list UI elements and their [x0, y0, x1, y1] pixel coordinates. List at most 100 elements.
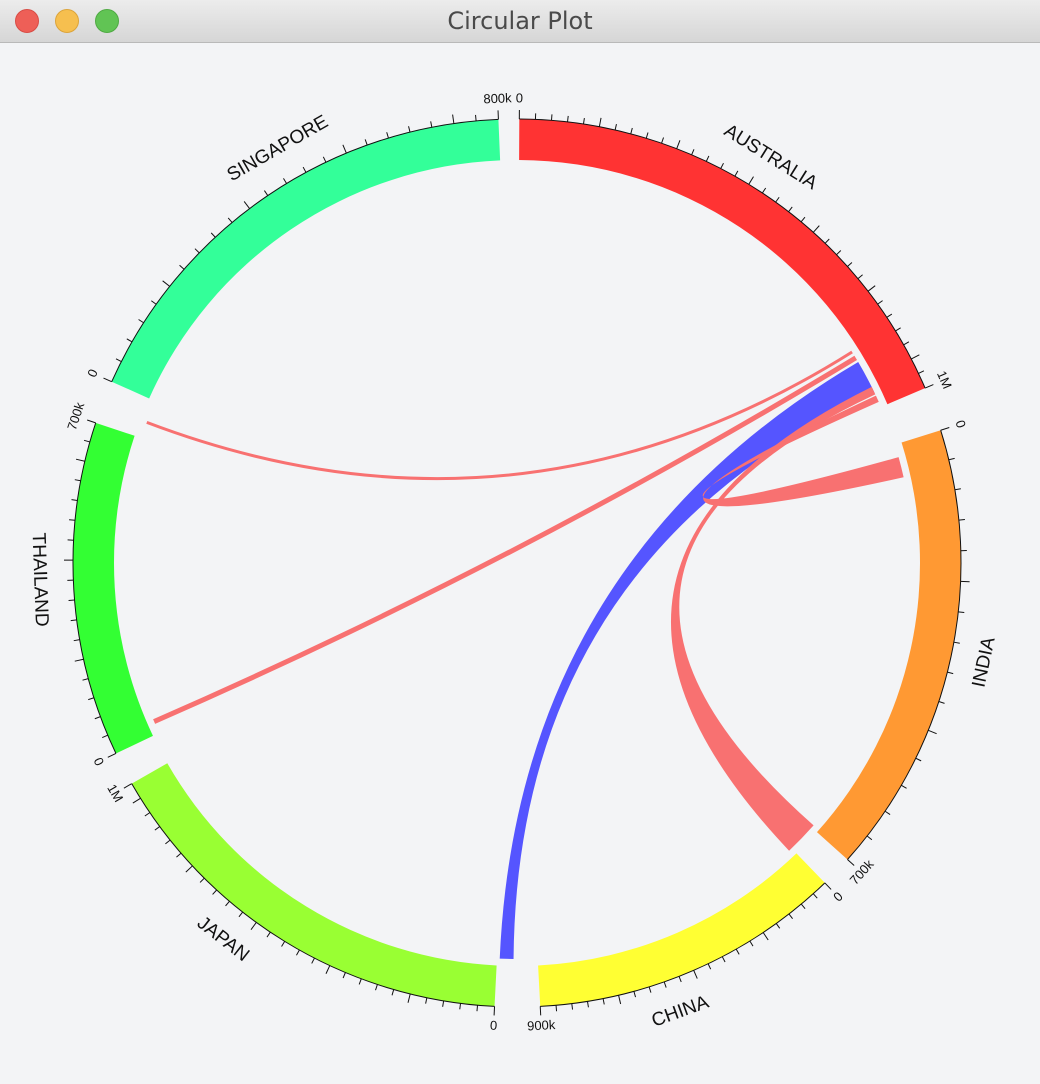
axis-tick	[194, 248, 200, 254]
axis-tick	[123, 783, 132, 789]
axis-tick	[408, 126, 411, 133]
axis-tick	[75, 458, 85, 462]
axis-tick	[788, 913, 793, 920]
axis-tick	[212, 889, 218, 895]
chord-link-australia-india	[702, 395, 904, 507]
segment-japan	[131, 763, 497, 1007]
axis-tick	[678, 976, 682, 983]
axis-tick	[762, 932, 769, 941]
minimize-button[interactable]	[55, 9, 79, 33]
axis-tick	[407, 993, 411, 1003]
axis-tick	[430, 121, 433, 128]
chord-link-australia-singapore	[146, 350, 853, 481]
axis-tick	[775, 923, 781, 929]
chord-link-australia-china	[670, 386, 876, 851]
axis-arc-singapore	[111, 118, 499, 382]
axis-tick	[721, 956, 726, 963]
axis-tick	[800, 903, 806, 910]
segment-label-japan: JAPAN	[193, 913, 253, 966]
zoom-button[interactable]	[95, 9, 119, 33]
axis-tick	[185, 865, 193, 873]
axis-tick	[296, 949, 300, 956]
axis-tick	[459, 1003, 462, 1010]
axis-tick	[618, 995, 622, 1005]
tick-label-singapore-start: 0	[84, 367, 101, 380]
axis-tick	[227, 217, 233, 223]
axis-tick	[857, 274, 863, 280]
axis-tick	[154, 826, 160, 831]
axis-tick	[74, 479, 81, 482]
axis-tick	[582, 117, 585, 125]
axis-tick	[847, 859, 855, 866]
axis-tick	[812, 893, 818, 899]
axis-tick	[138, 319, 144, 324]
axis-tick	[115, 358, 122, 362]
axis-tick	[250, 922, 257, 930]
axis-tick	[555, 1005, 558, 1012]
segment-thailand	[73, 422, 153, 754]
axis-tick	[452, 114, 455, 124]
axis-tick	[375, 984, 378, 991]
axis-tick	[281, 941, 286, 947]
axis-tick	[87, 419, 96, 424]
axis-tick	[877, 300, 883, 305]
axis-tick	[691, 149, 695, 155]
axis-tick	[358, 978, 362, 985]
axis-tick	[824, 238, 830, 244]
axis-tick	[567, 115, 569, 122]
axis-tick	[342, 144, 347, 154]
axis-tick	[176, 852, 182, 858]
ring-axis	[64, 110, 970, 1016]
window-title: Circular Plot	[447, 7, 593, 35]
tick-label-india-start: 0	[953, 418, 969, 429]
close-button[interactable]	[15, 9, 39, 33]
axis-tick	[238, 911, 244, 918]
axis-tick	[734, 170, 739, 177]
axis-tick	[867, 285, 876, 292]
axis-arc-china	[540, 882, 826, 1007]
axis-tick	[958, 611, 965, 614]
axis-tick	[648, 986, 652, 993]
axis-arc-thailand	[72, 422, 117, 754]
axis-tick	[107, 752, 117, 758]
axis-tick	[938, 701, 945, 704]
axis-tick	[911, 354, 920, 360]
axis-tick	[322, 156, 327, 163]
axis-tick	[165, 839, 171, 845]
axis-tick	[735, 948, 740, 955]
segment-china	[538, 853, 825, 1007]
tick-label-china-end: 900k	[527, 1017, 556, 1033]
axis-tick	[693, 970, 698, 979]
axis-tick	[630, 127, 633, 134]
axis-tick	[386, 132, 389, 139]
axis-tick	[151, 300, 157, 305]
axis-tick	[915, 757, 922, 762]
segment-label-thailand: THAILAND	[28, 532, 52, 627]
axis-tick	[475, 114, 477, 121]
axis-tick	[82, 678, 89, 681]
axis-tick	[325, 965, 331, 974]
chord-links	[146, 350, 904, 959]
axis-tick	[311, 957, 315, 964]
axis-tick	[748, 176, 754, 185]
axis-tick	[598, 117, 602, 127]
tick-label-india-end: 700k	[847, 856, 877, 887]
axis-tick	[266, 931, 271, 938]
chord-link-australia-thailand	[153, 355, 858, 724]
axis-tick	[928, 729, 937, 735]
segment-label-india: INDIA	[969, 635, 1000, 689]
axis-tick	[283, 178, 287, 184]
axis-tick	[720, 162, 724, 169]
tick-label-japan-start: 0	[490, 1018, 498, 1033]
axis-tick	[425, 997, 428, 1004]
axis-tick	[144, 812, 151, 817]
axis-tick	[391, 989, 395, 996]
axis-tick	[364, 139, 368, 146]
axis-tick	[924, 384, 934, 389]
tick-label-japan-end: 1M	[104, 782, 126, 805]
segment-label-china: CHINA	[649, 992, 712, 1032]
tick-label-china-start: 0	[830, 889, 846, 905]
axis-tick	[162, 280, 170, 287]
axis-tick	[788, 206, 793, 213]
axis-tick	[614, 124, 617, 131]
